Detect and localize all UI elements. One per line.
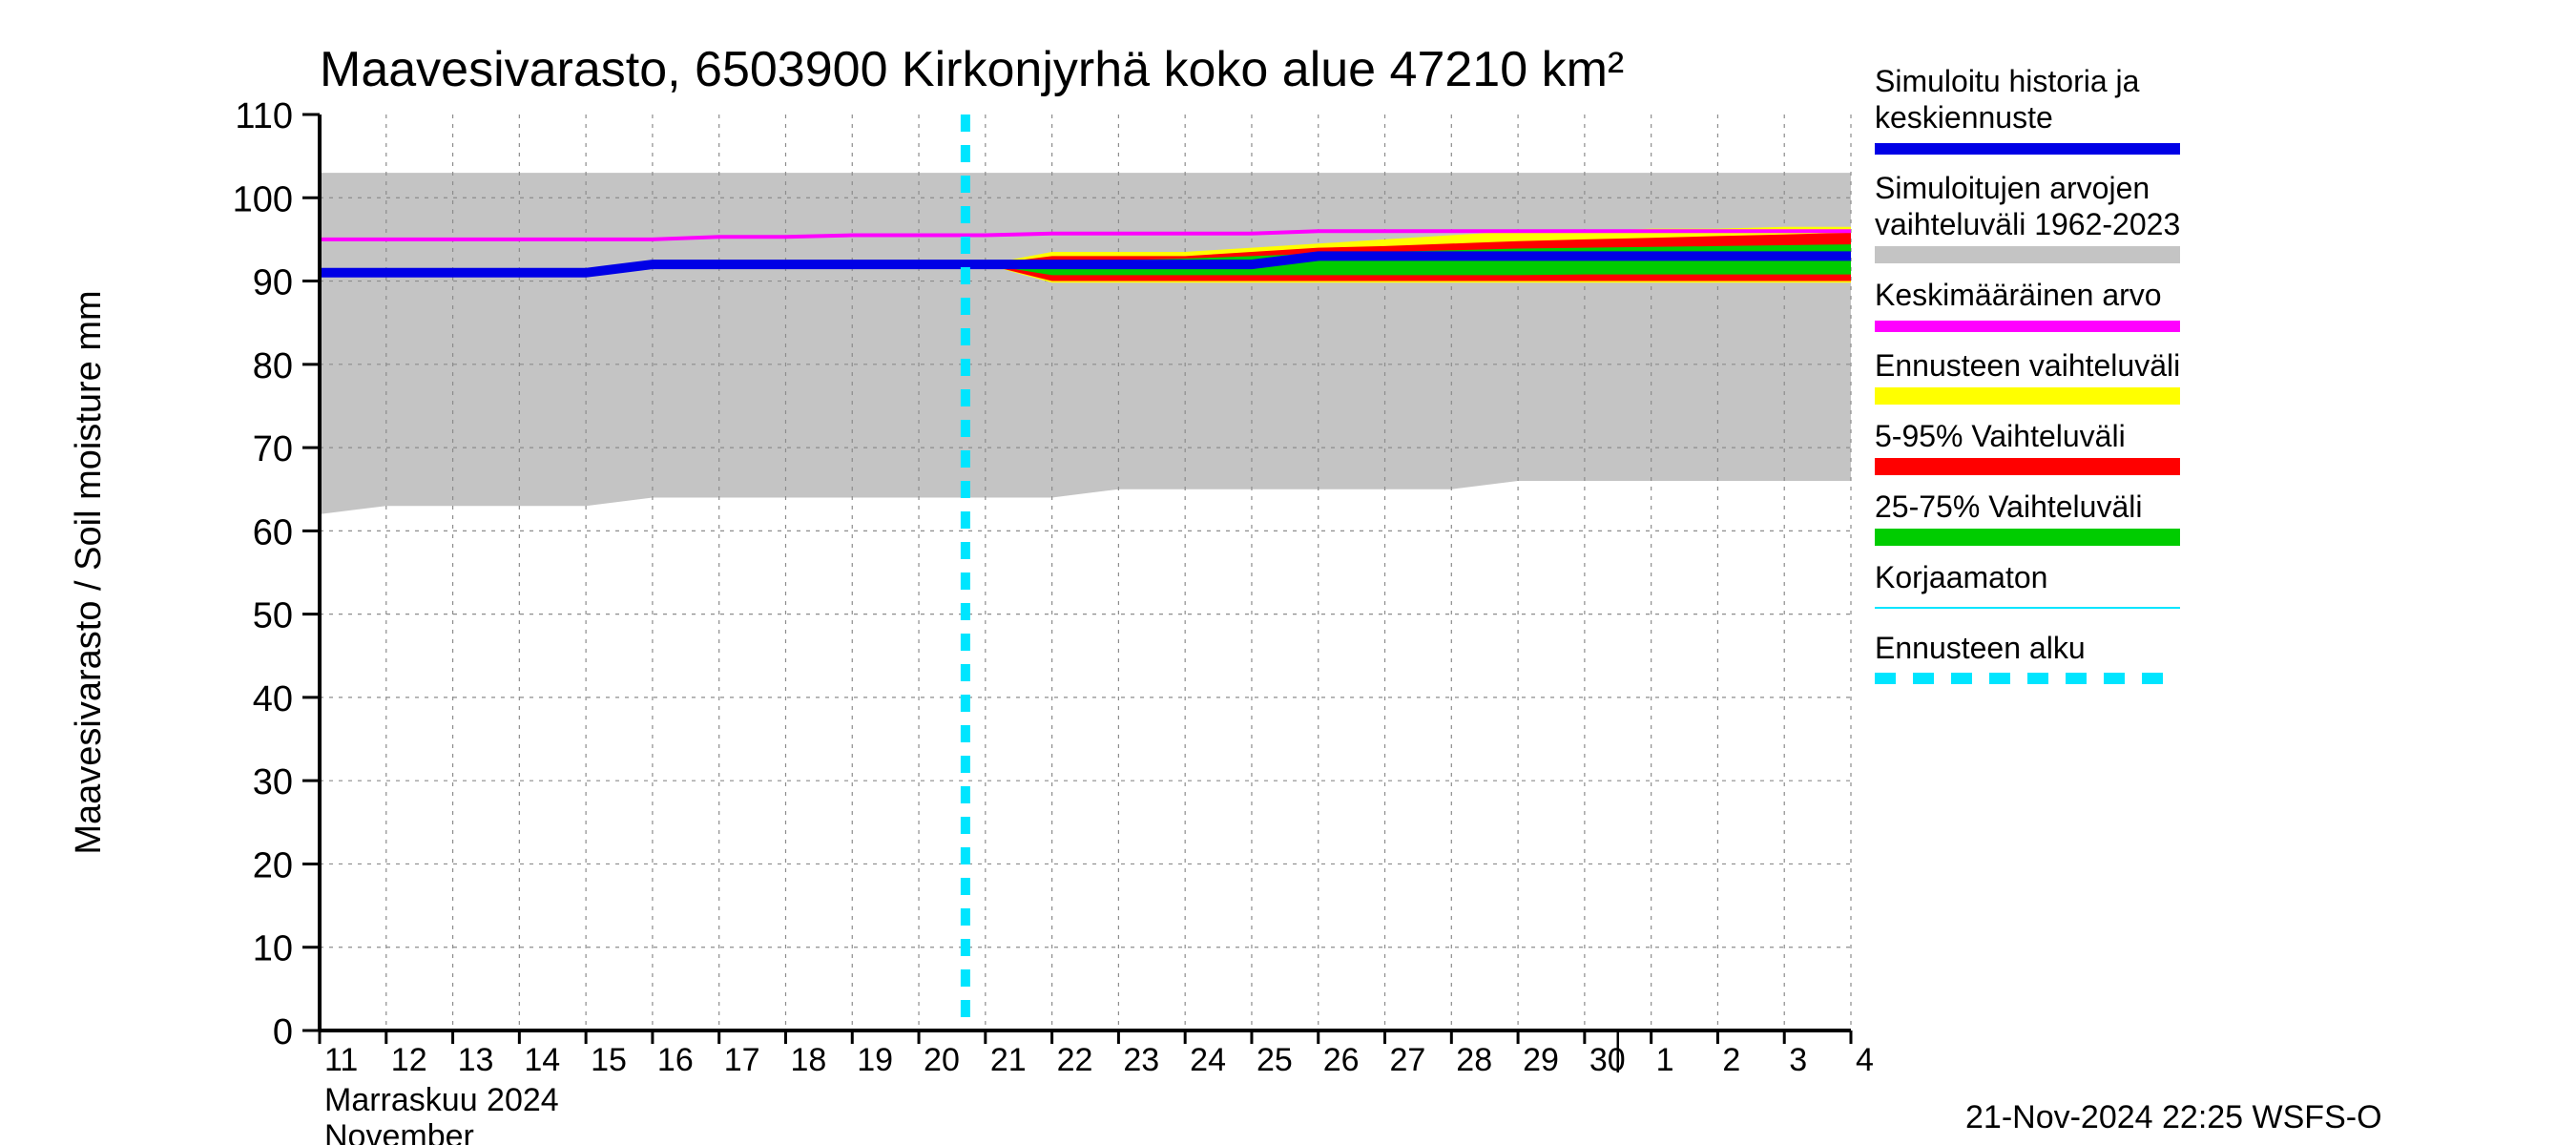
x-tick-label: 28 (1456, 1042, 1492, 1078)
x-tick-label: 4 (1856, 1042, 1874, 1078)
legend-label: Keskimääräinen arvo (1875, 278, 2162, 312)
x-tick-label: 22 (1057, 1042, 1093, 1078)
x-tick-label: 14 (524, 1042, 560, 1078)
legend-label: Korjaamaton (1875, 560, 2047, 594)
legend-swatch (1875, 458, 2180, 475)
x-tick-label: 27 (1390, 1042, 1426, 1078)
x-tick-label: 18 (790, 1042, 826, 1078)
legend: Simuloitu historia jakeskiennuste Simuloi… (1875, 64, 2180, 678)
x-tick-label: 24 (1190, 1042, 1226, 1078)
legend-label: 5-95% Vaihteluväli (1875, 419, 2126, 453)
legend-label: Simuloitujen arvojen (1875, 171, 2150, 205)
legend-label: 25-75% Vaihteluväli (1875, 489, 2142, 524)
x-tick-label: 17 (724, 1042, 760, 1078)
y-tick-label: 90 (253, 263, 293, 303)
series-history-band (320, 173, 1851, 514)
footer-timestamp: 21-Nov-2024 22:25 WSFS-O (1965, 1099, 2382, 1135)
legend-swatch (1875, 387, 2180, 405)
x-tick-label: 13 (458, 1042, 494, 1078)
x-tick-label: 25 (1257, 1042, 1293, 1078)
y-tick-label: 40 (253, 679, 293, 719)
x-tick-label: 21 (990, 1042, 1027, 1078)
legend-swatch (1875, 529, 2180, 546)
x-tick-label: 1 (1656, 1042, 1674, 1078)
x-tick-label: 15 (591, 1042, 627, 1078)
x-tick-label: 12 (391, 1042, 427, 1078)
x-tick-label: 26 (1323, 1042, 1360, 1078)
legend-label: vaihteluväli 1962-2023 (1875, 207, 2180, 241)
y-tick-label: 10 (253, 929, 293, 969)
x-tick-label: 29 (1523, 1042, 1559, 1078)
y-tick-label: 0 (273, 1012, 293, 1052)
x-tick-label: 2 (1722, 1042, 1740, 1078)
legend-swatch (1875, 321, 2180, 332)
y-tick-label: 70 (253, 429, 293, 469)
x-tick-label: 11 (324, 1042, 358, 1078)
y-tick-label: 80 (253, 346, 293, 386)
x-month-label-1: Marraskuu 2024 (324, 1082, 559, 1118)
x-tick-label: 23 (1123, 1042, 1159, 1078)
x-tick-label: 3 (1789, 1042, 1807, 1078)
chart-title: Maavesivarasto, 6503900 Kirkonjyrhä koko… (320, 42, 1624, 97)
y-axis-label: Maavesivarasto / Soil moisture mm (69, 290, 109, 854)
x-month-label-2: November (324, 1118, 474, 1145)
y-tick-label: 30 (253, 762, 293, 802)
x-tick-label: 20 (924, 1042, 960, 1078)
legend-label: Ennusteen vaihteluväli (1875, 348, 2180, 383)
x-tick-label: 30 (1589, 1042, 1626, 1078)
legend-swatch (1875, 143, 2180, 155)
legend-label: Simuloitu historia ja (1875, 64, 2140, 98)
chart-root: 0102030405060708090100110111213141516171… (0, 0, 2576, 1145)
y-tick-label: 20 (253, 845, 293, 885)
legend-label: keskiennuste (1875, 100, 2053, 135)
x-tick-label: 19 (857, 1042, 893, 1078)
y-tick-label: 60 (253, 512, 293, 552)
y-tick-label: 100 (233, 179, 293, 219)
y-tick-label: 110 (235, 96, 293, 136)
y-tick-label: 50 (253, 596, 293, 636)
legend-label: Ennusteen alku (1875, 631, 2086, 665)
x-tick-label: 16 (657, 1042, 694, 1078)
legend-swatch (1875, 246, 2180, 263)
